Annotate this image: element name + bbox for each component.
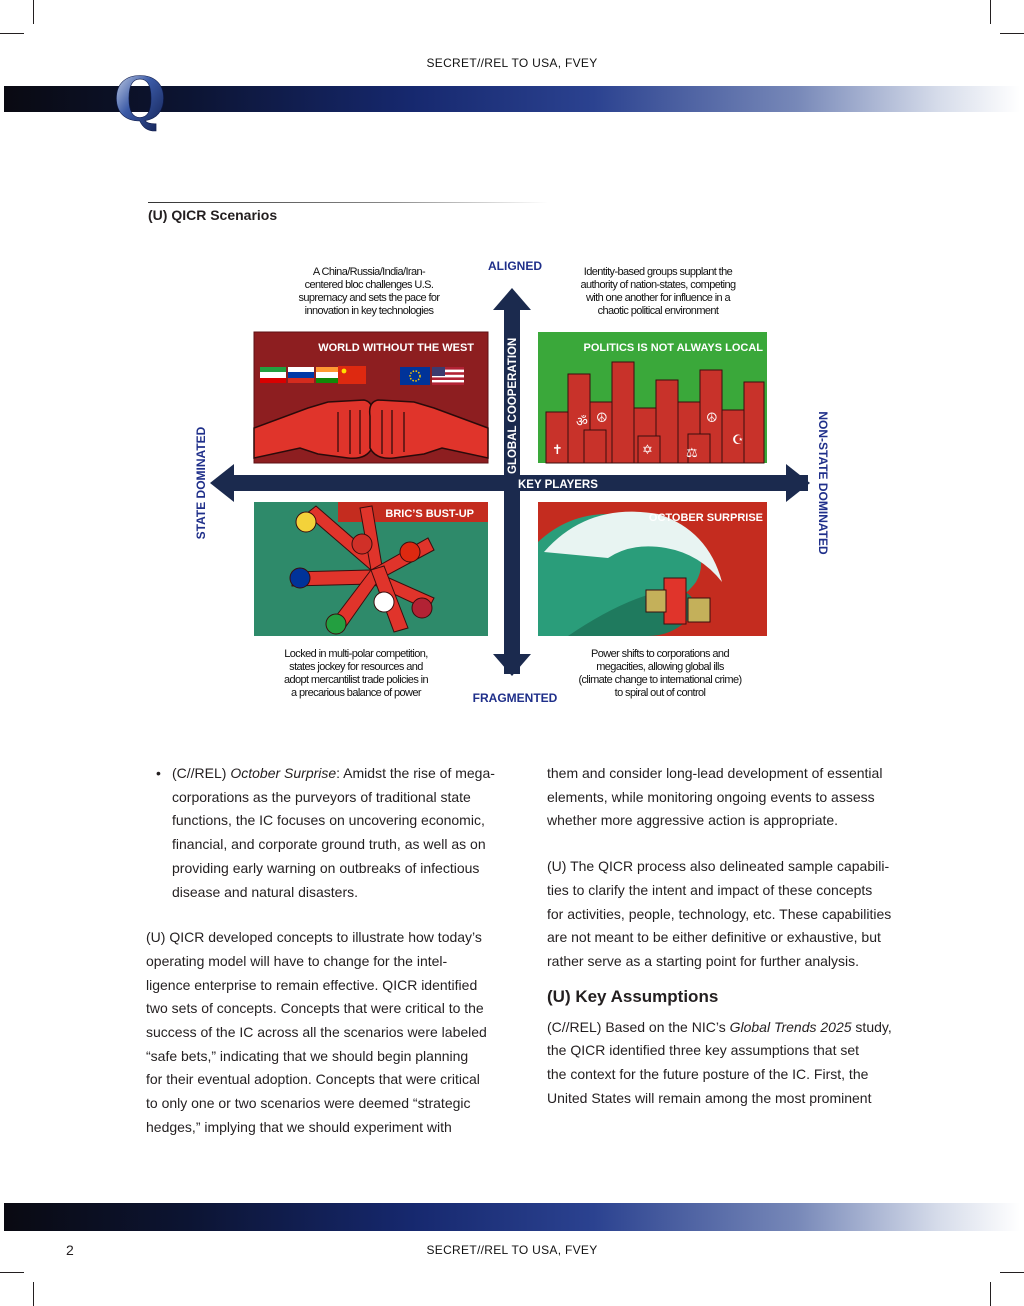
paragraph-qicr-concepts: (U) QICR developed concepts to illustrat… bbox=[146, 929, 487, 1135]
axis-label-fragmented: FRAGMENTED bbox=[473, 691, 558, 705]
axis-label-non-state-dominated: NON-STATE DOMINATED bbox=[816, 411, 830, 555]
paragraph-continuation: them and consider long-lead development … bbox=[547, 765, 883, 829]
svg-text:☮: ☮ bbox=[596, 411, 608, 426]
bullet-october-surprise: • (C//REL) October Surprise: Amidst the … bbox=[146, 762, 516, 904]
page-number: 2 bbox=[66, 1242, 74, 1258]
axis-label-key-players: KEY PLAYERS bbox=[518, 479, 598, 491]
caption-world-without-the-west: A China/Russia/India/Iran- centered bloc… bbox=[298, 266, 441, 317]
section-rule bbox=[148, 202, 548, 203]
left-column: • (C//REL) October Surprise: Amidst the … bbox=[146, 762, 516, 1140]
axis-label-global-cooperation: GLOBAL COOPERATION bbox=[507, 338, 519, 474]
bullet-line: corporations as the purveyors of traditi… bbox=[172, 788, 471, 805]
bullet-line: (C//REL) October Surprise: Amidst the ri… bbox=[172, 765, 495, 781]
crop-mark bbox=[1000, 1272, 1024, 1273]
scenario-quadrant-figure: WORLD WITHOUT THE WEST bbox=[194, 259, 830, 705]
bullet-line: functions, the IC focuses on uncovering … bbox=[172, 812, 485, 829]
quadrant-title: OCTOBER SURPRISE bbox=[649, 512, 763, 524]
bullet-line: financial, and corporate ground truth, a… bbox=[172, 836, 486, 853]
quadrant-politics-is-not-always-local: POLITICS IS NOT ALWAYS LOCAL ✝ ☮ ✡ bbox=[538, 332, 767, 464]
bullet-dot: • bbox=[156, 765, 161, 781]
footer-gradient-band bbox=[4, 1203, 1020, 1231]
caption-politics-not-local: Identity-based groups supplant the autho… bbox=[580, 266, 736, 317]
crop-mark bbox=[0, 33, 24, 34]
header-gradient-band bbox=[4, 86, 1020, 112]
crop-mark bbox=[990, 0, 991, 24]
caption-october-surprise: Power shifts to corporations and megacit… bbox=[578, 648, 742, 699]
caption-brics-bust-up: Locked in multi-polar competition, state… bbox=[283, 648, 429, 699]
bullet-line: providing early warning on outbreaks of … bbox=[172, 859, 480, 876]
crop-mark bbox=[1000, 33, 1024, 34]
paragraph-key-assumptions: (C//REL) Based on the NIC’s Global Trend… bbox=[547, 1018, 892, 1106]
header-classification: SECRET//REL TO USA, FVEY bbox=[426, 56, 598, 70]
quadrant-title: POLITICS IS NOT ALWAYS LOCAL bbox=[584, 342, 764, 354]
religious-symbols-icon: ✝ ☮ ✡ ☮ ☪ ॐ ⚖ bbox=[552, 411, 744, 461]
quadrant-brics-bust-up: BRIC’S BUST-UP bbox=[254, 502, 488, 636]
svg-text:ॐ: ॐ bbox=[576, 415, 588, 430]
fists-circle-icon bbox=[289, 505, 435, 635]
crop-mark bbox=[33, 1282, 34, 1306]
axis-label-state-dominated: STATE DOMINATED bbox=[194, 426, 208, 539]
footer-classification: SECRET//REL TO USA, FVEY bbox=[426, 1243, 598, 1257]
svg-text:☪: ☪ bbox=[732, 433, 744, 448]
crop-mark bbox=[0, 1272, 24, 1273]
crop-mark bbox=[33, 0, 34, 24]
fist-briefcase-icon bbox=[645, 577, 711, 625]
q-logo-icon: Q bbox=[114, 70, 167, 135]
svg-text:✝: ✝ bbox=[552, 443, 563, 458]
quadrant-title: WORLD WITHOUT THE WEST bbox=[318, 342, 474, 354]
quadrant-october-surprise: OCTOBER SURPRISE bbox=[538, 502, 767, 636]
svg-text:⚖: ⚖ bbox=[686, 446, 698, 461]
logo-letter: Q bbox=[114, 70, 166, 135]
key-assumptions-heading: (U) Key Assumptions bbox=[547, 986, 719, 1006]
quadrant-title: BRIC’S BUST-UP bbox=[385, 508, 474, 520]
svg-text:✡: ✡ bbox=[642, 443, 653, 458]
section-title: (U) QICR Scenarios bbox=[148, 207, 278, 223]
scenario-diagram: WORLD WITHOUT THE WEST bbox=[188, 252, 848, 717]
quadrant-world-without-the-west: WORLD WITHOUT THE WEST bbox=[253, 331, 489, 464]
clashing-fists-icon bbox=[253, 399, 489, 460]
paragraph-capabilities: (U) The QICR process also delineated sam… bbox=[547, 858, 892, 969]
axis-label-aligned: ALIGNED bbox=[488, 259, 542, 273]
flags-bloc-icon bbox=[260, 366, 366, 384]
raised-fists-icon bbox=[545, 361, 765, 464]
vertical-axis-arrow bbox=[493, 288, 531, 676]
flags-west-icon bbox=[400, 367, 464, 385]
crop-mark bbox=[990, 1282, 991, 1306]
svg-text:☮: ☮ bbox=[706, 411, 718, 426]
bullet-line: disease and natural disasters. bbox=[172, 883, 358, 900]
right-column: them and consider long-lead development … bbox=[547, 762, 919, 1110]
